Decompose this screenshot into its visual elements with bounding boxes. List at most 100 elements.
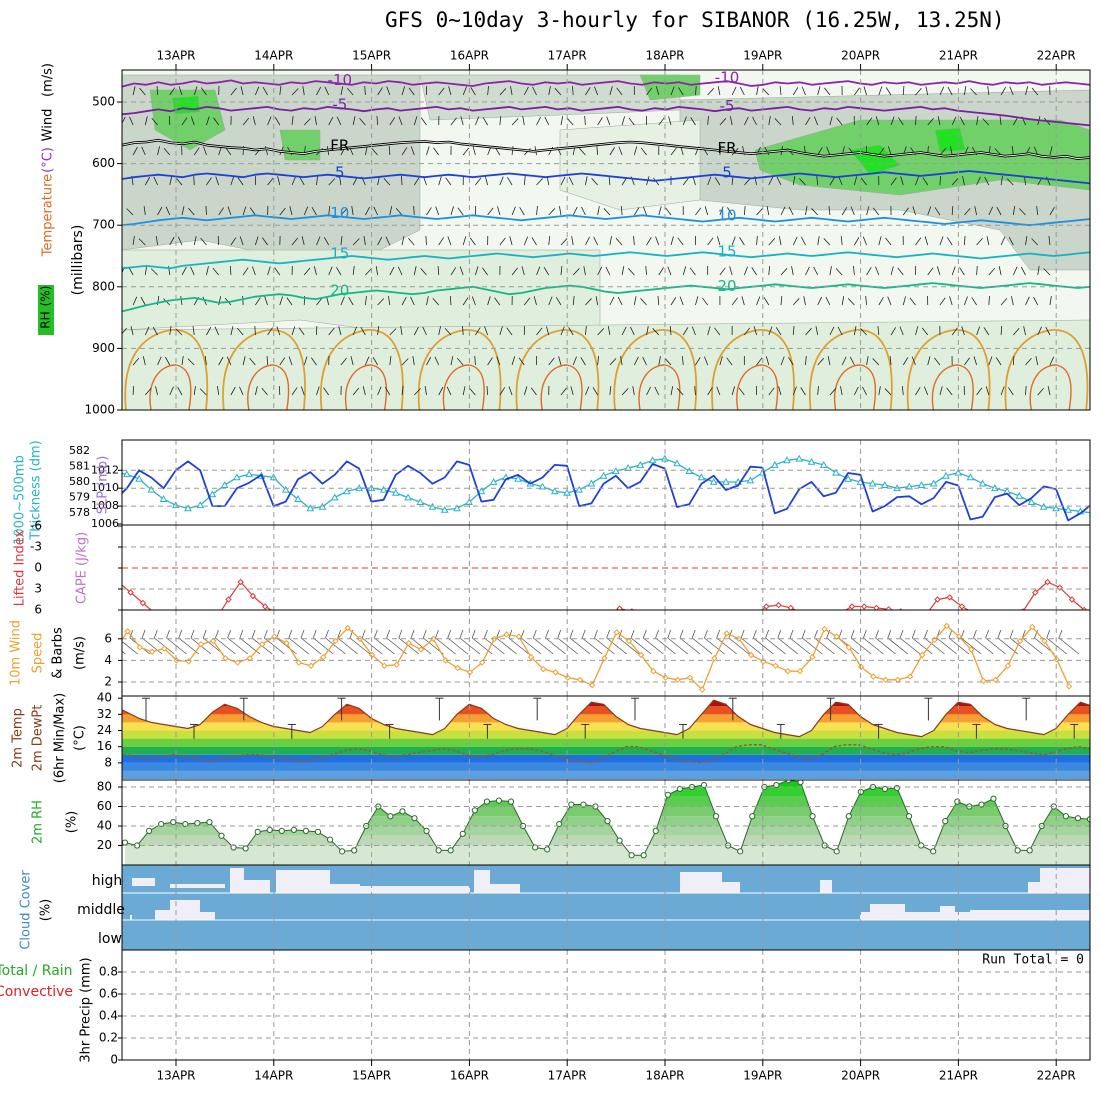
rh-band — [125, 835, 1090, 846]
wind-barb — [328, 266, 333, 276]
ylabel-cloud-unit: (%) — [39, 899, 54, 922]
wind-barb — [530, 387, 537, 396]
wind-barb — [976, 326, 981, 336]
wind-barb-flag — [679, 629, 684, 639]
wind-barb — [652, 328, 660, 336]
wind-barb — [597, 328, 605, 336]
temp-tick-label: 40 — [97, 691, 112, 705]
wind-barb — [536, 266, 541, 276]
wind-barb — [617, 296, 623, 306]
wind-barb — [1012, 327, 1020, 336]
wind-barb — [252, 266, 256, 276]
wind-barb — [487, 296, 491, 306]
wind-barb — [499, 387, 506, 396]
wind-barb — [299, 177, 305, 186]
wind-barb — [756, 296, 761, 306]
wind-barb — [925, 86, 929, 96]
wind-barb — [593, 236, 599, 246]
wind-barb — [426, 207, 432, 216]
wind-barb — [875, 116, 880, 126]
wind-barb — [459, 266, 464, 276]
date-label-bottom: 14APR — [254, 1069, 293, 1083]
wind-barb — [413, 205, 415, 216]
wind-barb — [434, 356, 440, 366]
rh-marker — [158, 820, 165, 828]
wind-barb — [510, 86, 513, 96]
wind-barb — [496, 356, 501, 366]
lifted-index-marker — [1080, 606, 1088, 610]
wind-barb — [303, 356, 308, 366]
wind-barb — [616, 87, 623, 96]
wind-barb — [181, 266, 187, 276]
wind-barb — [1011, 146, 1014, 156]
wind-barb — [682, 355, 684, 366]
wind-barb — [192, 326, 195, 336]
temp-tick-label: 8 — [104, 755, 112, 769]
wind-barb — [206, 116, 210, 126]
wind-barb — [731, 386, 735, 396]
wind-barb — [84, 116, 85, 125]
wind-barb — [352, 238, 360, 246]
wind-barb-10m — [374, 637, 395, 655]
ylabel-dewpt: 2m DewPt — [31, 705, 46, 772]
thickness-tick-label: 578 — [69, 506, 90, 519]
wind-barb-flag — [312, 629, 317, 639]
wind-barb — [792, 325, 795, 336]
ylabel-slp: SLP (mb) — [96, 456, 111, 515]
wind-barb — [890, 327, 897, 336]
wind-barb — [658, 267, 664, 276]
wind-barb — [291, 116, 294, 126]
cloud-middle-bar — [860, 912, 870, 920]
wind-barb — [446, 386, 452, 396]
thickness-marker — [306, 504, 315, 512]
wind-barb — [240, 86, 244, 96]
wind-barb — [658, 206, 662, 216]
temperature-band — [122, 770, 1090, 779]
thickness-marker — [832, 468, 840, 476]
wind-barb — [531, 237, 537, 246]
wind-barb — [934, 207, 941, 216]
wind-barb — [670, 236, 674, 246]
cloud-middle-bar — [905, 912, 940, 920]
temperature-contour-line — [122, 282, 1090, 313]
wind-barb — [362, 386, 366, 396]
wind-barb — [1023, 326, 1026, 336]
wind-barb — [633, 235, 635, 246]
rh-marker — [1014, 847, 1021, 854]
thickness-marker — [538, 482, 547, 490]
wind-barb — [951, 205, 954, 216]
wind-barb — [791, 116, 794, 126]
wind-barb-10m — [1046, 637, 1067, 655]
wind-barb — [988, 206, 994, 216]
lifted-index-marker — [934, 596, 941, 603]
wind-barb — [633, 207, 640, 216]
wind-barb — [511, 356, 516, 366]
wind-barb — [438, 386, 444, 396]
wind-barb — [667, 266, 672, 276]
cloud-high-bar — [330, 884, 360, 893]
wind-barb — [805, 117, 811, 126]
li-tick-label: 0 — [34, 561, 42, 575]
wind-speed-marker — [882, 676, 889, 684]
li-tick-label: 6 — [34, 603, 42, 617]
wind-barb — [976, 116, 979, 126]
wind-barb — [422, 326, 427, 336]
wind-barb — [962, 176, 965, 186]
wind-barb-flag — [202, 629, 207, 639]
wind-barb — [511, 206, 516, 216]
ylabel-millibars: (millibars) — [70, 225, 86, 296]
wind-speed-marker — [1016, 637, 1024, 645]
wind-barb — [340, 236, 343, 246]
wind-barb — [1045, 326, 1051, 336]
rh-marker — [423, 827, 430, 834]
wind-barb — [731, 86, 737, 96]
wind-barb — [316, 297, 323, 306]
wind-barb — [679, 296, 684, 306]
wind-barb — [475, 266, 479, 276]
rh-marker — [954, 798, 961, 805]
rh-marker — [556, 820, 563, 828]
wind-barb-10m — [447, 637, 468, 655]
wind-barb — [352, 116, 356, 126]
temperature-line — [122, 699, 1090, 738]
